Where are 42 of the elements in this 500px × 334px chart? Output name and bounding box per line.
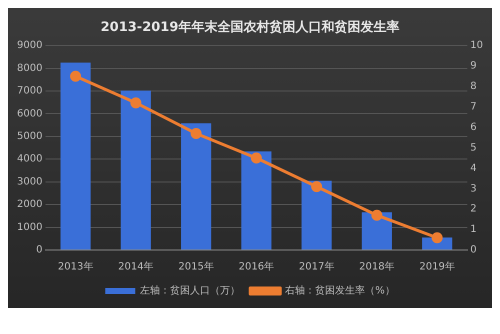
bar: [60, 62, 91, 250]
x-tick-label: 2017年: [298, 260, 334, 273]
x-tick-label: 2018年: [359, 260, 395, 273]
point: [250, 152, 262, 164]
y-tick-label: 4000: [16, 154, 42, 165]
y-tick-label: 9000: [16, 40, 42, 52]
x-tick-label: 2013年: [58, 260, 94, 273]
bar: [241, 151, 272, 250]
x-tick-label: 2019年: [419, 260, 455, 273]
y2-tick-label: 5: [470, 142, 477, 154]
point: [311, 181, 322, 192]
point: [70, 70, 82, 82]
y2-tick-label: 7: [470, 102, 477, 113]
y-tick-label: 8000: [16, 62, 42, 74]
y2-tick-label: 4: [470, 162, 477, 174]
y2-tick-label: 8: [470, 81, 477, 92]
point: [371, 210, 382, 221]
bar: [181, 123, 212, 250]
chart-title: 2013-2019年年末全国农村贫困人口和贫困发生率: [100, 19, 400, 36]
point: [190, 128, 202, 139]
y-tick-label: 0: [36, 244, 42, 256]
bar: [120, 90, 151, 250]
point: [130, 97, 142, 108]
x-tick-label: 2014年: [118, 260, 154, 273]
legend-label: 左轴：贫困人口（万）: [140, 284, 240, 297]
bar: [302, 180, 332, 250]
y-tick-label: 3000: [16, 176, 42, 188]
y2-tick-label: 9: [470, 60, 477, 72]
y2-tick-label: 2: [470, 204, 477, 215]
y-tick-label: 2000: [16, 199, 42, 210]
y2-tick-label: 1: [470, 224, 477, 236]
y2-tick-label: 0: [470, 244, 477, 256]
y-tick-label: 6000: [16, 108, 42, 120]
y-tick-label: 7000: [16, 86, 42, 97]
y-tick-label: 5000: [16, 131, 42, 142]
y2-tick-label: 10: [470, 40, 484, 52]
y2-tick-label: 6: [470, 122, 477, 133]
x-tick-label: 2015年: [178, 260, 214, 273]
y-tick-label: 1000: [16, 222, 42, 233]
legend-label: 右轴：贫困发生率（%）: [285, 284, 395, 297]
y2-tick-label: 3: [470, 183, 477, 194]
x-tick-label: 2016年: [238, 260, 274, 273]
